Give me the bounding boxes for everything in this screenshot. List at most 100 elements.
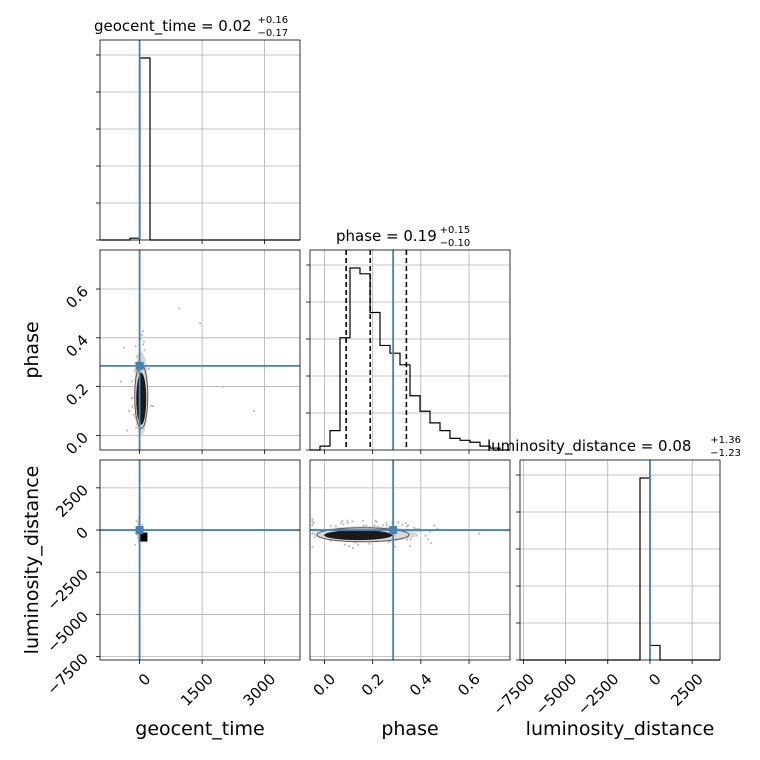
- title-geocent_time: geocent_time = 0.02 +0.16 −0.17: [94, 15, 288, 39]
- scatter-point: [351, 520, 354, 523]
- scatter-point: [198, 322, 202, 325]
- scatter-point: [346, 519, 349, 522]
- title-plus-error: +0.15: [440, 225, 471, 236]
- scatter-point: [149, 404, 153, 407]
- scatter-point: [409, 538, 412, 541]
- scatter-point: [128, 409, 131, 413]
- panel-frame: [519, 459, 721, 661]
- x-tick-label: 2500: [667, 670, 707, 710]
- scatter-point: [387, 541, 391, 544]
- x-tick-label: −2500: [574, 670, 623, 719]
- scatter-point: [346, 521, 349, 525]
- scatter-point: [362, 524, 365, 527]
- y-tick-label: 0.2: [62, 380, 92, 410]
- panel-frame: [99, 39, 301, 241]
- title-luminosity_distance: luminosity_distance = 0.08 +1.36 −1.23: [487, 435, 741, 459]
- density-core: [136, 372, 147, 425]
- y-tick-label: −2500: [43, 566, 92, 615]
- scatter-point: [361, 519, 364, 523]
- panel-luminosity_distance-vs-luminosity_distance: −7500−5000−2500 0 2500: [490, 459, 721, 719]
- scatter-point: [311, 518, 314, 521]
- x-tick-label: −5000: [532, 670, 581, 719]
- x-tick-label: 0.0: [310, 670, 340, 700]
- scatter-point: [407, 524, 410, 527]
- scatter-point: [143, 340, 146, 343]
- scatter-point: [477, 532, 481, 535]
- scatter-point: [375, 520, 378, 523]
- scatter-point: [385, 521, 388, 524]
- scatter-point: [142, 343, 145, 346]
- scatter-point: [147, 367, 150, 370]
- panel-frame: [99, 459, 301, 661]
- y-tick-label: 2500: [52, 481, 92, 521]
- title-label: geocent_time = 0.02: [94, 17, 252, 36]
- x-tick-label: 0: [645, 670, 664, 689]
- scatter-point: [393, 545, 396, 548]
- truth-marker: [135, 526, 144, 535]
- x-axis-label-geocent_time: geocent_time: [135, 718, 264, 740]
- scatter-point: [141, 330, 145, 333]
- x-axis-label-luminosity_distance: luminosity_distance: [526, 718, 715, 740]
- truth-marker: [135, 361, 144, 370]
- y-axis-label-luminosity_distance: luminosity_distance: [21, 466, 43, 655]
- scatter-point: [429, 542, 433, 545]
- scatter-point: [135, 426, 138, 429]
- scatter-point: [339, 521, 343, 525]
- scatter-point: [311, 531, 314, 535]
- scatter-point: [373, 524, 376, 527]
- scatter-point: [412, 526, 415, 529]
- x-axis-label-phase: phase: [381, 718, 438, 740]
- scatter-point: [311, 520, 314, 523]
- x-tick-label: 0.2: [358, 670, 388, 700]
- title-label: luminosity_distance = 0.08: [487, 437, 691, 456]
- scatter-point: [405, 525, 408, 528]
- scatter-point: [342, 523, 345, 526]
- scatter-point: [341, 519, 344, 522]
- panel-luminosity_distance-vs-geocent_time: −7500−5000−2500 0 2500 0 1500 3000: [43, 459, 301, 710]
- x-tick-label: 1500: [177, 670, 217, 710]
- scatter-point: [433, 524, 436, 527]
- scatter-point: [141, 523, 144, 526]
- scatter-point: [143, 349, 146, 352]
- scatter-point: [151, 404, 155, 408]
- scatter-point: [401, 523, 404, 526]
- title-minus-error: −0.10: [440, 238, 471, 249]
- y-tick-label: −7500: [43, 650, 92, 699]
- scatter-point: [381, 523, 385, 527]
- scatter-point: [424, 534, 427, 537]
- scatter-point: [134, 345, 137, 348]
- scatter-point: [131, 396, 134, 399]
- y-tick-label: 0.6: [62, 282, 92, 312]
- scatter-point: [221, 385, 225, 388]
- scatter-point: [122, 346, 125, 349]
- density-core: [140, 532, 148, 542]
- y-axis-label-phase: phase: [21, 321, 43, 378]
- scatter-point: [311, 545, 314, 549]
- title-minus-error: −1.23: [710, 448, 741, 459]
- scatter-point: [334, 525, 337, 528]
- scatter-point: [130, 380, 134, 383]
- x-tick-label: 3000: [240, 670, 280, 710]
- scatter-point: [397, 521, 400, 524]
- scatter-point: [311, 524, 314, 527]
- scatter-point: [406, 538, 409, 541]
- histogram-luminosity_distance: [520, 477, 720, 661]
- panel-frame: [99, 249, 301, 451]
- title-label: phase = 0.19: [336, 227, 437, 245]
- panel-frame: [309, 459, 511, 661]
- scatter-point: [313, 536, 316, 539]
- title-minus-error: −0.17: [257, 28, 288, 39]
- panel-phase-vs-geocent_time: 0.0 0.2 0.4 0.6: [62, 249, 301, 458]
- x-tick-label: 0.6: [454, 670, 484, 700]
- scatter-point: [140, 334, 144, 337]
- panel-phase-vs-phase: [306, 249, 511, 454]
- truth-marker: [389, 526, 398, 535]
- scatter-point: [312, 522, 315, 525]
- x-tick-label: 0.4: [406, 670, 436, 700]
- scatter-point: [134, 543, 137, 546]
- scatter-point: [351, 547, 355, 550]
- panel-frame: [309, 249, 511, 451]
- scatter-point: [132, 413, 135, 416]
- y-tick-label: −5000: [43, 608, 92, 657]
